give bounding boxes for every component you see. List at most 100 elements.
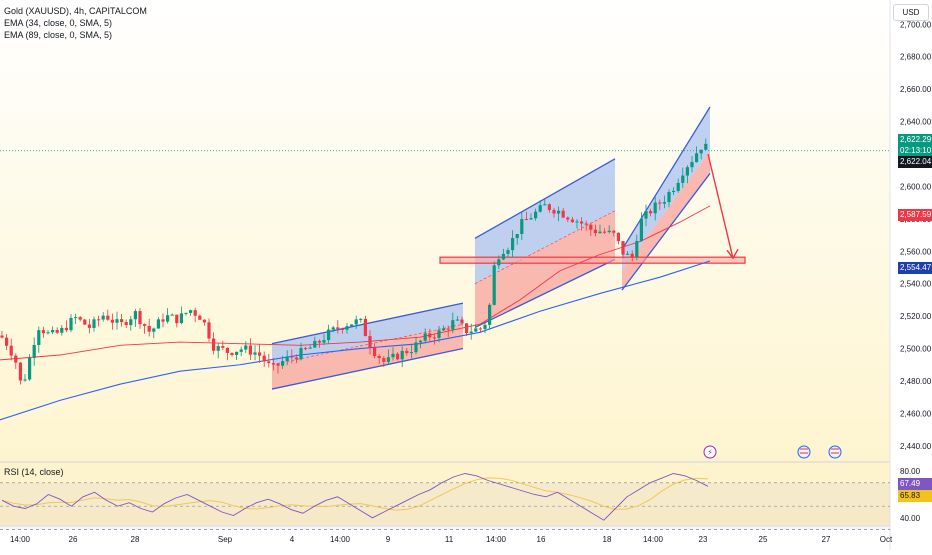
time-tick-label: Sep: [218, 535, 233, 544]
candle: [101, 315, 105, 320]
candle: [230, 352, 234, 355]
candle: [455, 319, 459, 321]
candle: [557, 210, 561, 214]
candle: [152, 328, 156, 332]
price-tick-label: 2,560.00: [900, 247, 932, 256]
channel2-upper-band: [475, 158, 615, 284]
candle: [156, 319, 160, 329]
candle: [354, 319, 358, 325]
candle: [308, 347, 312, 349]
candle: [428, 333, 432, 338]
candle: [55, 329, 59, 333]
candle: [345, 326, 349, 330]
channel-lower-band: [272, 324, 463, 390]
price-tick-label: 2,540.00: [900, 280, 932, 289]
candle: [248, 345, 252, 355]
ema34-tag: 2,587.59: [898, 209, 932, 221]
channel-top-line: [271, 302, 464, 345]
candle: [474, 328, 478, 332]
candle: [442, 328, 446, 331]
us-flag-icon: [797, 445, 811, 459]
candle: [253, 352, 257, 355]
candle: [575, 221, 579, 223]
candle: [294, 357, 298, 360]
channel2-mid-line: [474, 210, 616, 284]
candle: [414, 342, 418, 353]
symbol-title[interactable]: Gold (XAUUSD), 4h, CAPITALCOM: [4, 6, 147, 16]
last-price-tag: 2,622.29: [898, 134, 932, 146]
candle: [313, 340, 317, 348]
candle: [400, 350, 404, 360]
candle: [460, 319, 464, 324]
candle: [0, 335, 4, 338]
candle: [304, 348, 308, 350]
candle: [147, 325, 151, 332]
wedge-upper-band: [622, 106, 710, 271]
candle: [267, 361, 271, 364]
candle: [331, 327, 335, 330]
candle: [538, 205, 542, 212]
rsi-tick-label: 40.00: [900, 514, 921, 523]
candle: [258, 352, 262, 356]
candle: [386, 357, 390, 362]
candle: [110, 319, 114, 323]
candle: [396, 353, 400, 360]
candle: [60, 327, 64, 333]
candle: [51, 329, 55, 333]
time-tick-label: 14:00: [486, 535, 507, 544]
candle: [221, 346, 225, 348]
candle: [534, 211, 538, 219]
ema89-line: [0, 260, 711, 421]
candle: [552, 209, 556, 214]
candle: [202, 319, 206, 323]
candle: [78, 317, 82, 320]
candle: [285, 356, 289, 362]
candle: [589, 224, 593, 230]
wedge-top-line: [621, 106, 711, 250]
candle: [497, 259, 501, 266]
candle: [603, 231, 607, 233]
candle: [41, 330, 45, 334]
candle: [607, 230, 611, 233]
wedge-lower-band: [622, 150, 710, 291]
candle: [451, 320, 455, 330]
time-tick-label: 26: [69, 535, 78, 544]
price-tick-label: 2,460.00: [900, 409, 932, 418]
candle: [368, 336, 372, 348]
rsi-legend[interactable]: RSI (14, close): [4, 467, 64, 477]
candle: [649, 211, 653, 214]
currency-button[interactable]: USD: [893, 4, 929, 21]
candle: [189, 310, 193, 313]
ema34-legend[interactable]: EMA (34, close, 0, SMA, 5): [4, 18, 113, 28]
candle: [161, 319, 165, 322]
candle: [225, 347, 229, 353]
candle: [64, 327, 68, 331]
candle: [405, 350, 409, 354]
candle: [170, 314, 174, 316]
candle: [616, 232, 620, 242]
candle: [639, 218, 643, 242]
rsi-ma-tag: 65.83: [898, 490, 932, 502]
candle: [704, 143, 708, 150]
rsi-line: [1, 473, 709, 521]
candle: [133, 311, 137, 320]
price-tick-label: 2,440.00: [900, 442, 932, 451]
candle: [340, 328, 344, 330]
wedge-bottom-line: [621, 173, 711, 291]
price-tick-label: 2,520.00: [900, 312, 932, 321]
ema89-legend[interactable]: EMA (89, close, 0, SMA, 5): [4, 30, 113, 40]
candle: [18, 362, 22, 381]
candle: [276, 363, 280, 366]
candle: [382, 358, 386, 362]
rsi-tick-label: 80.00: [900, 467, 921, 476]
candle: [635, 241, 639, 257]
candle: [193, 310, 197, 316]
candle: [676, 182, 680, 191]
time-tick-label: 4: [290, 535, 295, 544]
time-tick-label: 14:00: [643, 535, 664, 544]
candle: [478, 328, 482, 330]
candle: [681, 175, 685, 183]
candle: [699, 149, 703, 154]
